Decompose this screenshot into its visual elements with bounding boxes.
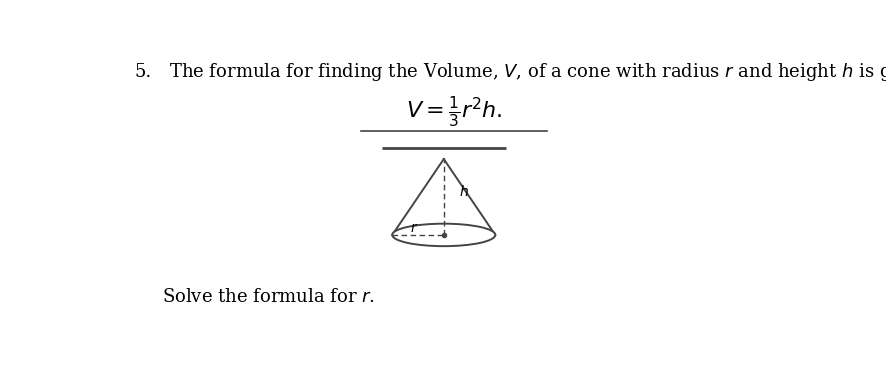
Text: Solve the formula for $\mathit{r}$.: Solve the formula for $\mathit{r}$. xyxy=(162,288,376,306)
Text: $\mathit{V} = \frac{1}{3}r^2h.$: $\mathit{V} = \frac{1}{3}r^2h.$ xyxy=(406,94,502,129)
Text: $r$: $r$ xyxy=(410,221,419,235)
Text: $h$: $h$ xyxy=(459,184,469,199)
Text: The formula for finding the Volume, $\mathit{V}$, of a cone with radius $\mathit: The formula for finding the Volume, $\ma… xyxy=(169,61,886,83)
Ellipse shape xyxy=(392,224,495,246)
Text: 5.: 5. xyxy=(135,63,152,81)
